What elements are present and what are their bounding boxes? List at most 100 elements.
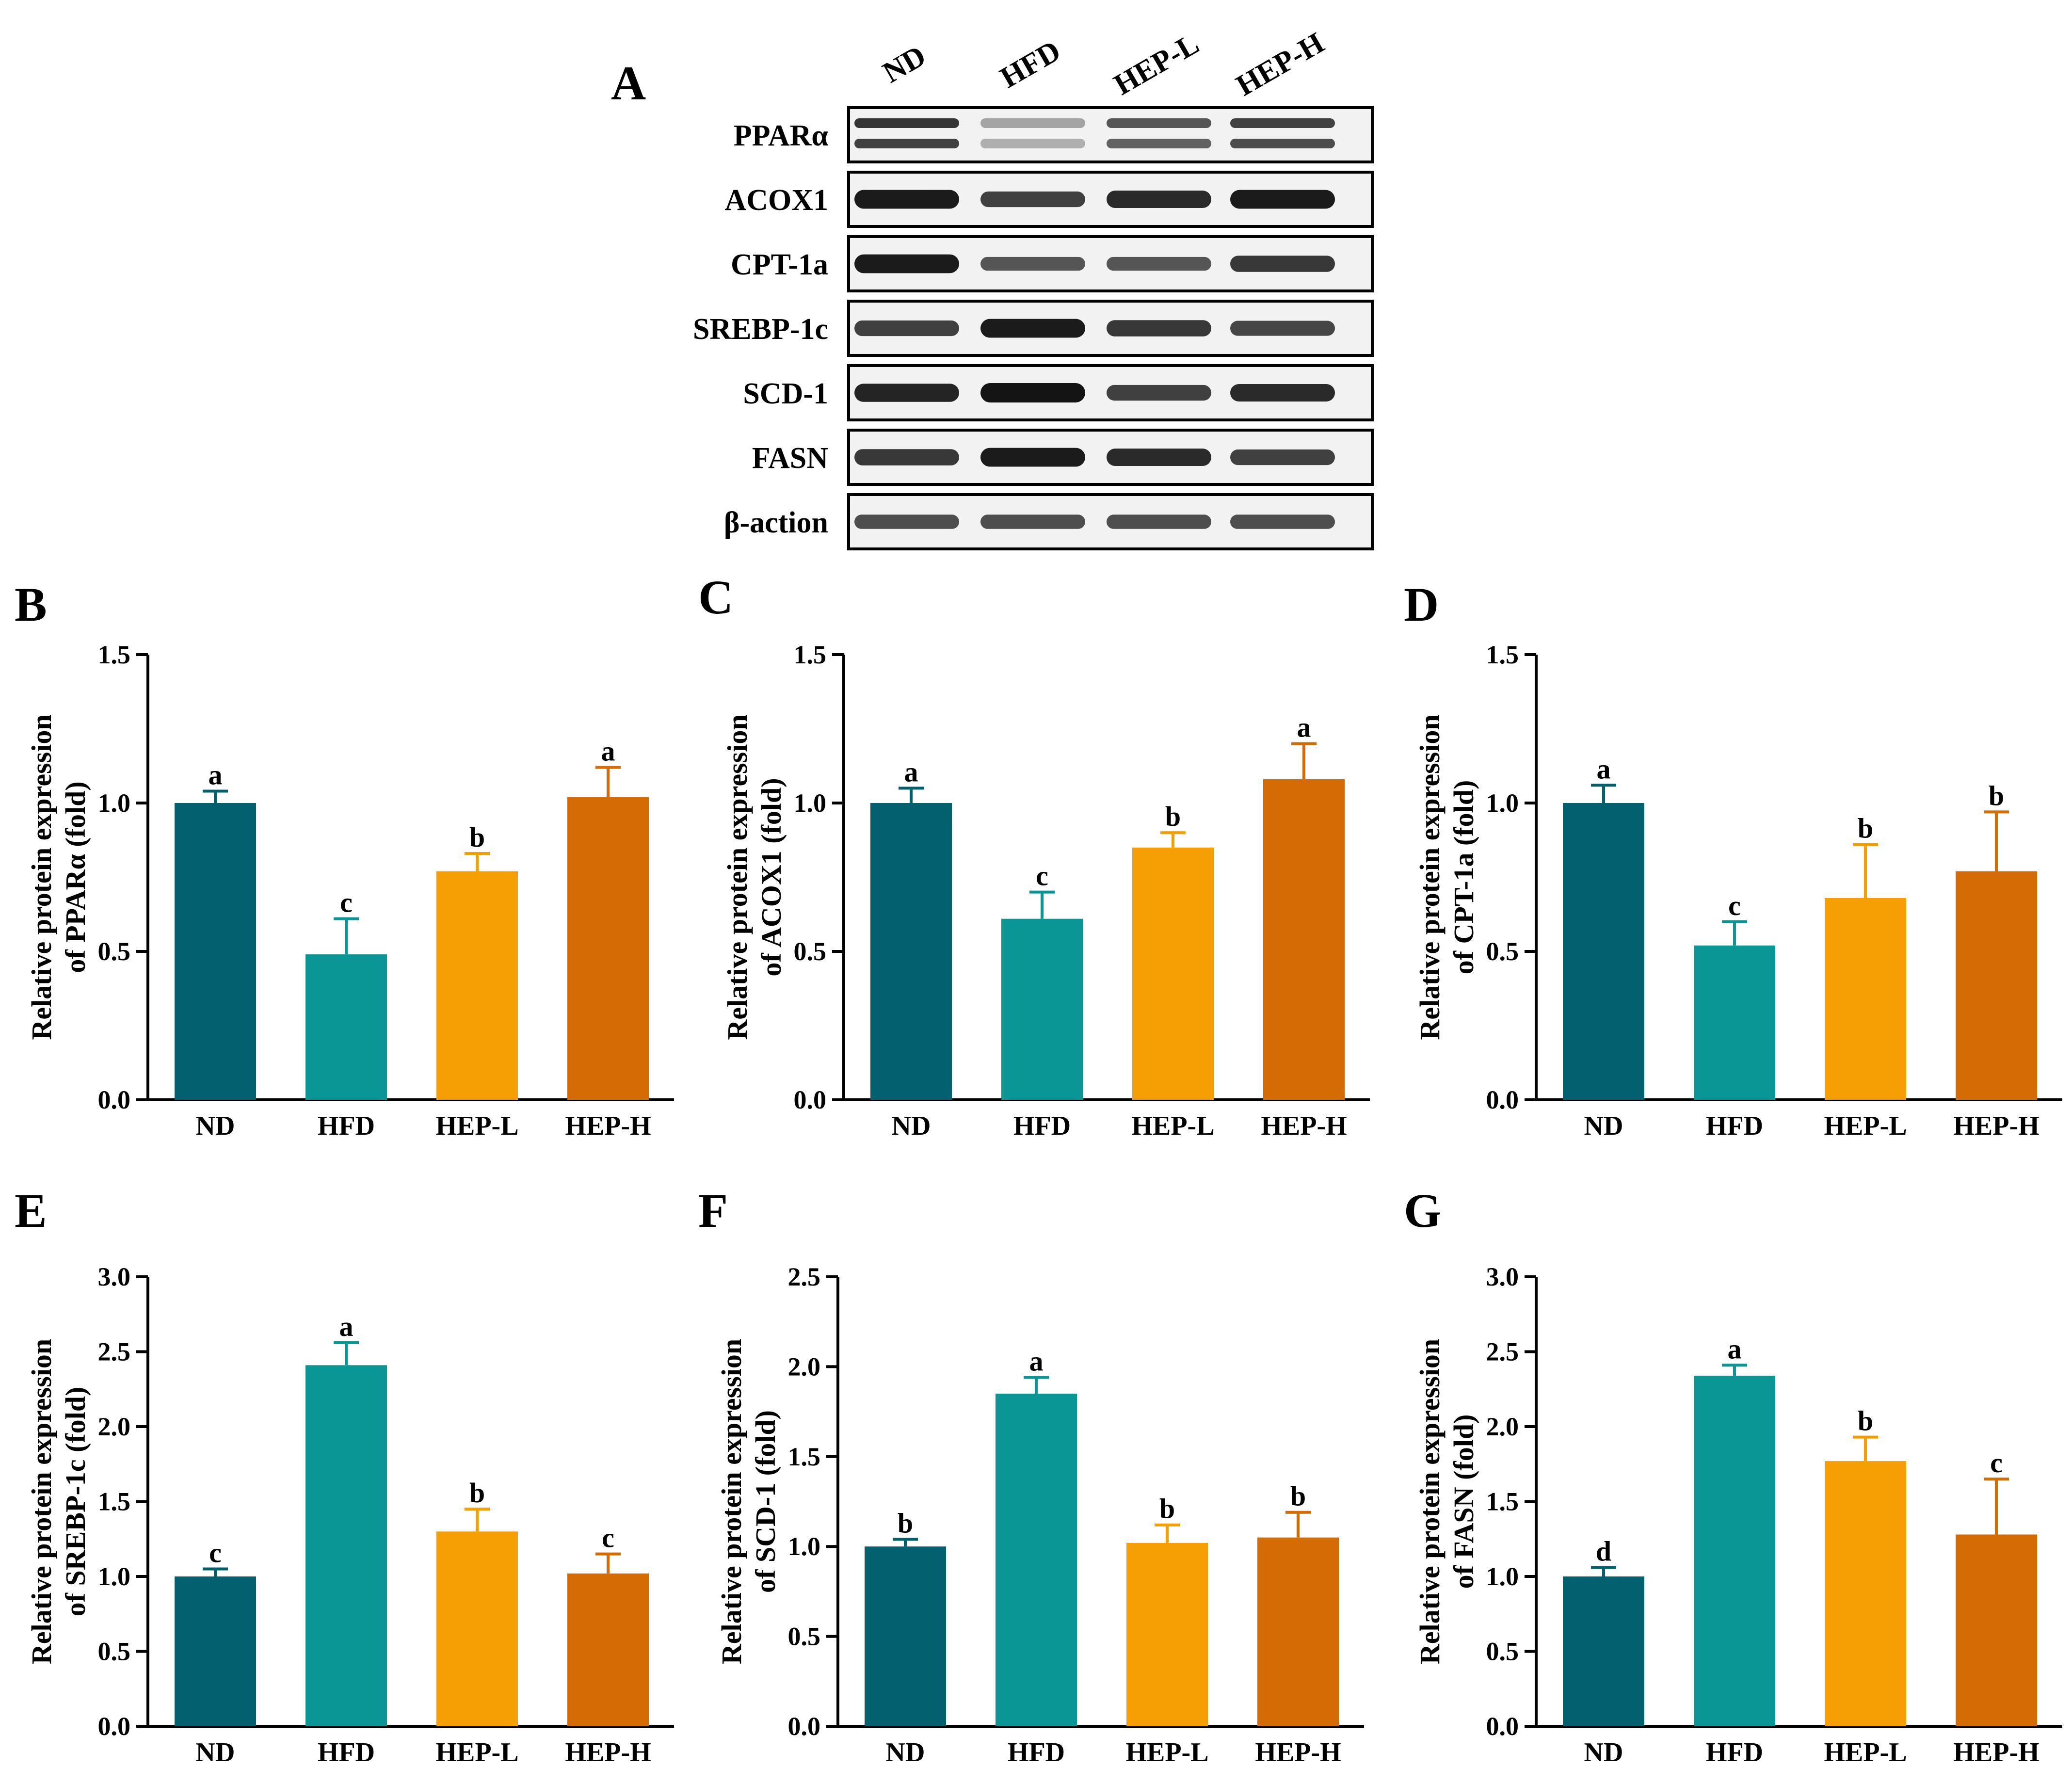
y-tick-label-g: 2.5 bbox=[1486, 1337, 1519, 1366]
significance-letter-e-hep-l: b bbox=[469, 1477, 485, 1509]
y-tick-label-g: 0.5 bbox=[1486, 1637, 1519, 1666]
significance-letter-g-hfd: a bbox=[1728, 1333, 1742, 1365]
band-scd-1-hep-l bbox=[1107, 385, 1211, 401]
y-tick-label-b: 1.5 bbox=[98, 640, 131, 669]
x-tick-label-d-hep-l: HEP-L bbox=[1824, 1111, 1907, 1141]
x-tick-label-g-hep-h: HEP-H bbox=[1953, 1737, 2039, 1768]
protein-label-beta-action: β-action bbox=[724, 506, 828, 539]
band-pparalpha-nd-2 bbox=[854, 139, 959, 148]
band-scd-1-hep-h bbox=[1230, 384, 1335, 402]
protein-label-cpt-1a: CPT-1a bbox=[731, 248, 828, 281]
y-axis-label-b-line2: of PPARα (fold) bbox=[60, 781, 91, 973]
bar-f-hep-l bbox=[1126, 1543, 1208, 1726]
band-cpt-1a-hep-l bbox=[1107, 257, 1211, 271]
bar-g-hep-h bbox=[1956, 1534, 2037, 1726]
band-beta-action-nd bbox=[854, 514, 959, 529]
bar-f-hfd bbox=[996, 1394, 1077, 1726]
y-axis-label-f-line1: Relative protein expression bbox=[716, 1339, 747, 1664]
x-tick-label-e-hfd: HFD bbox=[318, 1737, 375, 1768]
x-tick-label-b-nd: ND bbox=[196, 1111, 235, 1141]
x-tick-label-b-hfd: HFD bbox=[318, 1111, 375, 1141]
bar-b-nd bbox=[175, 803, 256, 1100]
band-cpt-1a-nd bbox=[854, 254, 959, 273]
band-pparalpha-hep-l-2 bbox=[1107, 139, 1211, 148]
y-tick-label-c: 1.5 bbox=[794, 640, 827, 669]
x-tick-label-d-nd: ND bbox=[1584, 1111, 1623, 1141]
band-acox1-hep-l bbox=[1107, 190, 1211, 209]
y-tick-label-e: 0.0 bbox=[98, 1712, 131, 1741]
y-tick-label-d: 1.5 bbox=[1486, 640, 1519, 669]
x-tick-label-g-nd: ND bbox=[1584, 1737, 1623, 1768]
band-cpt-1a-hep-h bbox=[1230, 256, 1335, 272]
bar-c-hep-l bbox=[1132, 847, 1214, 1100]
y-axis-label-e-line1: Relative protein expression bbox=[26, 1339, 57, 1664]
chart-panel-g: G 0.0 0.5 1.0 1.5 2.0 2.5 3.0 Relative protein e… bbox=[1404, 1184, 2062, 1768]
y-tick-label-e: 1.0 bbox=[98, 1562, 131, 1591]
panel-letter-d: D bbox=[1404, 578, 1439, 631]
y-tick-label-c: 0.0 bbox=[794, 1085, 827, 1114]
y-tick-label-g: 1.5 bbox=[1486, 1487, 1519, 1516]
x-tick-label-f-hep-h: HEP-H bbox=[1255, 1737, 1341, 1768]
bar-b-hep-l bbox=[436, 871, 518, 1100]
band-fasn-nd bbox=[854, 449, 959, 466]
x-tick-label-b-hep-h: HEP-H bbox=[565, 1111, 651, 1141]
chart-panel-f: F 0.0 0.5 1.0 1.5 2.0 2.5 Relative protein expr… bbox=[698, 1184, 1364, 1768]
protein-label-fasn: FASN bbox=[752, 442, 828, 475]
bar-e-hep-h bbox=[567, 1573, 649, 1726]
band-pparalpha-hep-h-2 bbox=[1230, 139, 1335, 148]
x-tick-label-c-hep-h: HEP-H bbox=[1261, 1111, 1347, 1141]
significance-letter-c-nd: a bbox=[904, 756, 918, 788]
significance-letter-e-hfd: a bbox=[339, 1311, 353, 1342]
x-tick-label-b-hep-l: HEP-L bbox=[435, 1111, 518, 1141]
significance-letter-f-nd: b bbox=[898, 1507, 913, 1539]
band-beta-action-hfd bbox=[980, 514, 1085, 529]
band-srebp-1c-hep-h bbox=[1230, 321, 1335, 336]
bar-d-hep-h bbox=[1956, 871, 2037, 1100]
x-tick-label-g-hep-l: HEP-L bbox=[1824, 1737, 1907, 1768]
x-tick-label-d-hfd: HFD bbox=[1706, 1111, 1763, 1141]
y-tick-label-g: 1.0 bbox=[1486, 1562, 1519, 1591]
y-tick-label-e: 1.5 bbox=[98, 1487, 131, 1516]
chart-panel-b: B 0.0 0.5 1.0 1.5 Relative protein expression… bbox=[15, 578, 674, 1141]
protein-label-scd-1: SCD-1 bbox=[743, 377, 828, 410]
significance-letter-f-hfd: a bbox=[1029, 1346, 1044, 1377]
x-tick-label-d-hep-h: HEP-H bbox=[1953, 1111, 2039, 1141]
y-axis-label-f-line2: of SCD-1 (fold) bbox=[750, 1410, 781, 1593]
y-tick-label-f: 1.0 bbox=[788, 1532, 821, 1561]
band-fasn-hep-h bbox=[1230, 449, 1335, 466]
band-pparalpha-hep-l-1 bbox=[1107, 118, 1211, 128]
y-tick-label-b: 1.0 bbox=[98, 788, 131, 818]
band-acox1-hep-h bbox=[1230, 190, 1335, 209]
significance-letter-b-nd: a bbox=[209, 759, 223, 791]
significance-letter-g-hep-l: b bbox=[1858, 1405, 1873, 1437]
band-scd-1-nd bbox=[854, 384, 959, 402]
bar-g-hep-l bbox=[1825, 1461, 1906, 1726]
y-tick-label-e: 0.5 bbox=[98, 1637, 131, 1666]
significance-letter-b-hep-h: a bbox=[601, 736, 615, 767]
panel-letter-f: F bbox=[698, 1184, 728, 1238]
bar-d-nd bbox=[1563, 803, 1644, 1100]
y-tick-label-d: 0.0 bbox=[1486, 1085, 1519, 1114]
x-tick-label-f-hfd: HFD bbox=[1008, 1737, 1065, 1768]
y-tick-label-e: 2.5 bbox=[98, 1337, 131, 1366]
chart-panel-d: D 0.0 0.5 1.0 1.5 Relative protein expression… bbox=[1404, 578, 2062, 1141]
y-tick-label-d: 0.5 bbox=[1486, 937, 1519, 966]
y-axis-label-g-line1: Relative protein expression bbox=[1414, 1339, 1446, 1664]
band-scd-1-hfd bbox=[980, 383, 1085, 402]
blot-strip-pparalpha bbox=[847, 106, 1374, 163]
protein-label-pparalpha: PPARα bbox=[734, 119, 828, 152]
bar-f-nd bbox=[865, 1546, 946, 1726]
y-axis-label-d-line2: of CPT-1a (fold) bbox=[1448, 780, 1479, 975]
x-tick-label-e-hep-h: HEP-H bbox=[565, 1737, 651, 1768]
bar-d-hep-l bbox=[1825, 898, 1906, 1100]
panel-letter-b: B bbox=[15, 578, 47, 631]
y-axis-label-b-line1: Relative protein expression bbox=[26, 714, 57, 1040]
panel-letter-c: C bbox=[698, 570, 733, 624]
band-srebp-1c-hfd bbox=[980, 319, 1085, 338]
significance-letter-d-nd: a bbox=[1597, 753, 1611, 785]
y-axis-label-d-line1: Relative protein expression bbox=[1414, 714, 1446, 1040]
bar-f-hep-h bbox=[1257, 1537, 1339, 1726]
x-tick-label-c-hfd: HFD bbox=[1013, 1111, 1071, 1141]
significance-letter-f-hep-l: b bbox=[1159, 1493, 1175, 1525]
significance-letter-g-hep-h: c bbox=[1990, 1447, 2003, 1479]
